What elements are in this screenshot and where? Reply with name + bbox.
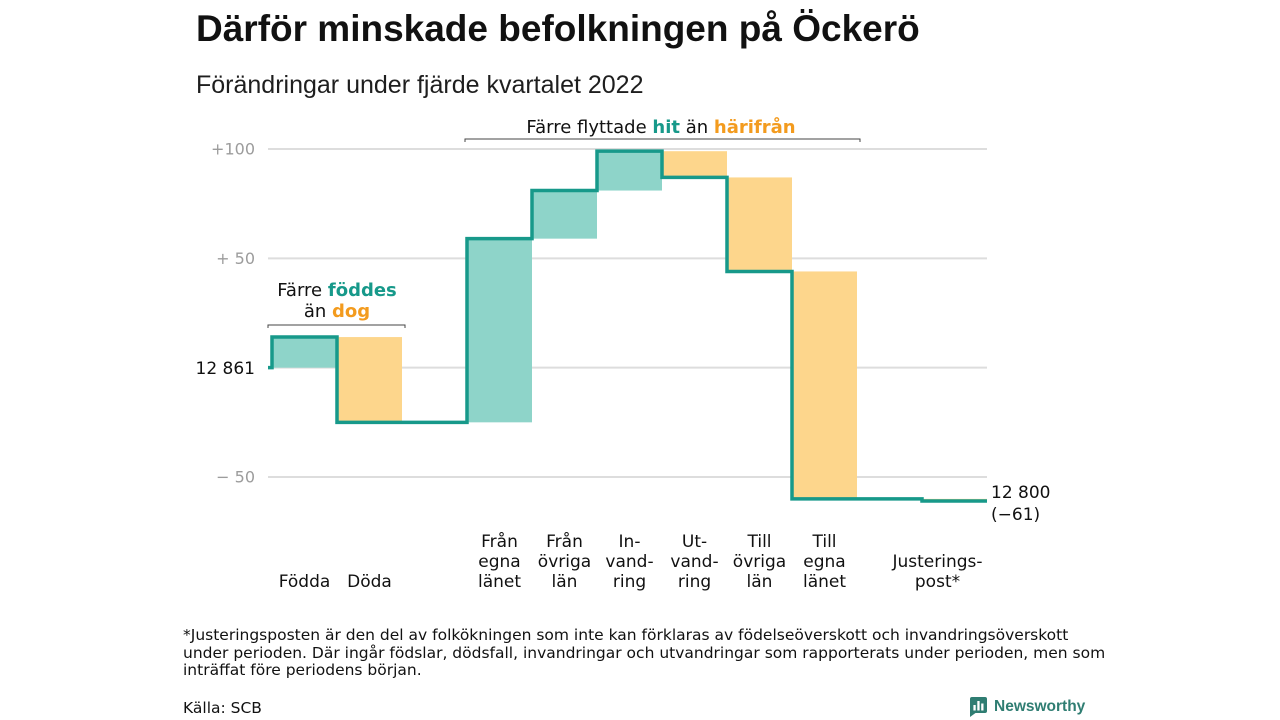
x-tick-label-line: vand- (605, 552, 653, 572)
end-change-label: (−61) (991, 505, 1040, 525)
x-tick-label-line: Ut- (682, 532, 707, 552)
x-tick-label-line: Döda (347, 572, 392, 592)
x-tick-label-line: vand- (670, 552, 718, 572)
annotation-highlight-foddes: föddes (328, 280, 397, 301)
source-credit: Källa: SCB (183, 699, 262, 717)
brand-logo: Newsworthy (969, 696, 1085, 718)
births-annotation-line1: Färre föddes (277, 280, 397, 301)
x-tick-label-line: län (747, 572, 773, 592)
x-tick-label-line: länet (803, 572, 846, 592)
annotation-text: än (686, 117, 708, 138)
annotation-text: Färre flyttade (526, 117, 646, 138)
x-tick-label-line: egna (478, 552, 520, 572)
x-tick-label-line: Från (546, 531, 583, 552)
x-tick-label-line: ring (613, 572, 646, 592)
y-tick-label: − 50 (216, 468, 255, 487)
x-tick-label-deaths: Döda (347, 572, 392, 592)
x-tick-label-emigration: Ut-vand-ring (670, 532, 718, 592)
brand-name: Newsworthy (994, 698, 1086, 715)
bar-deaths (337, 337, 402, 423)
x-tick-label-to-other-counties: Till övriga län (733, 532, 786, 592)
page-subtitle: Förändringar under fjärde kvartalet 2022 (196, 71, 644, 99)
end-value-label: 12 800 (991, 483, 1050, 503)
x-tick-label-line: post* (915, 572, 960, 592)
y-axis-labels: +100 + 50 − 50 (211, 140, 255, 487)
annotation-highlight-hit: hit (652, 117, 680, 138)
x-tick-label-line: övriga (733, 552, 786, 572)
births-annotation-line2: än dog (304, 301, 370, 322)
x-tick-label-line: ring (678, 572, 711, 592)
births-bracket (267, 324, 406, 328)
y-tick-label: + 50 (216, 249, 255, 268)
annotation-highlight-harifran: härifrån (714, 116, 796, 138)
y-tick-label: +100 (211, 140, 255, 159)
start-value-label: 12 861 (196, 359, 255, 379)
annotation-text: än (304, 301, 326, 322)
running-total-line (268, 149, 987, 503)
x-tick-label-from-own-county: Från egna länet (478, 531, 521, 592)
migration-annotation: Färre flyttade hit än härifrån (526, 116, 795, 138)
x-tick-label-line: Till (746, 532, 771, 552)
x-tick-label-line: egna (803, 552, 845, 572)
x-tick-label-line: Från (481, 531, 518, 552)
annotation-text: Färre (277, 280, 322, 301)
bar-emigration (662, 151, 727, 178)
annotation-highlight-dog: dog (332, 301, 370, 322)
x-tick-label-line: Justerings- (891, 552, 982, 572)
bars (272, 151, 987, 502)
x-tick-label-line: Födda (279, 572, 331, 592)
x-tick-label-immigration: In-vand-ring (605, 532, 653, 592)
gridlines (268, 148, 987, 478)
x-tick-label-line: länet (478, 572, 521, 592)
x-tick-label-line: Till (811, 532, 836, 552)
bar-from-other-counties (532, 190, 597, 239)
bar-births (272, 337, 337, 368)
migration-bracket (464, 138, 861, 142)
newsworthy-logo-icon (970, 697, 987, 717)
x-tick-label-line: In- (619, 532, 641, 552)
bar-immigration (597, 151, 662, 191)
x-tick-label-line: övriga (538, 552, 591, 572)
footnote: *Justeringsposten är den del av folkökni… (183, 626, 1106, 679)
bar-from-own-county (467, 238, 532, 423)
bar-to-own-county (792, 271, 857, 499)
bar-to-other-counties (727, 177, 792, 272)
x-tick-label-to-own-county: Till egna länet (803, 532, 846, 592)
x-tick-label-line: län (552, 572, 578, 592)
x-tick-label-births: Födda (279, 572, 331, 592)
x-tick-label-adjustment: Justerings-post* (891, 552, 982, 592)
x-tick-label-from-other-counties: Från övriga län (538, 531, 591, 592)
page-title: Därför minskade befolkningen på Öckerö (196, 8, 920, 49)
